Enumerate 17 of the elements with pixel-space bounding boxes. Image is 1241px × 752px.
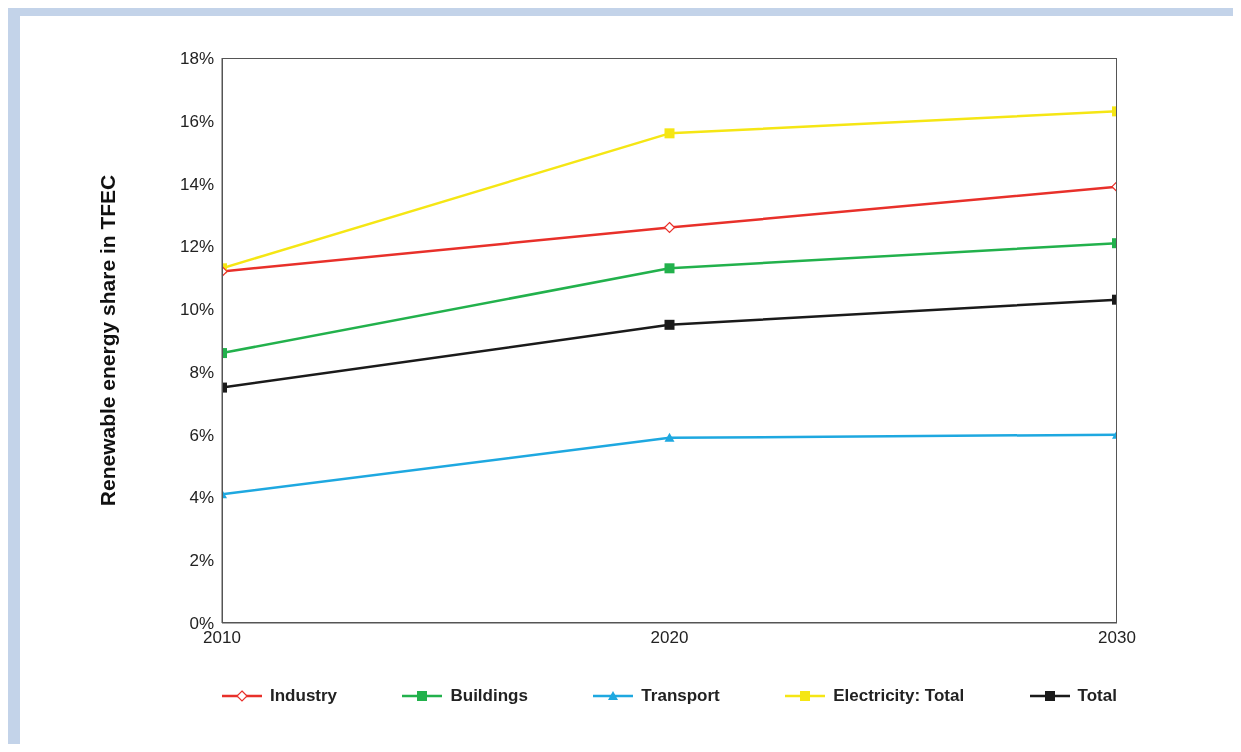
y-tick-label: 14%	[179, 174, 214, 194]
y-tick-label: 18%	[179, 49, 214, 69]
legend-label: Electricity: Total	[833, 686, 965, 706]
legend-label: Industry	[270, 686, 338, 706]
y-tick-label: 12%	[179, 237, 214, 257]
y-tick-label: 16%	[179, 111, 214, 131]
y-axis-title: Renewable energy share in TFEC	[96, 174, 120, 507]
legend-label: Buildings	[450, 686, 528, 706]
y-tick-label: 2%	[189, 551, 214, 571]
y-tick-label: 10%	[179, 300, 214, 320]
legend-label: Transport	[641, 686, 720, 706]
legend-label: Total	[1077, 686, 1117, 706]
y-tick-label: 4%	[189, 488, 214, 508]
x-tick-label: 2030	[1098, 628, 1136, 648]
x-tick-label: 2020	[650, 628, 689, 648]
y-tick-label: 8%	[189, 362, 214, 382]
y-tick-label: 6%	[189, 425, 214, 445]
